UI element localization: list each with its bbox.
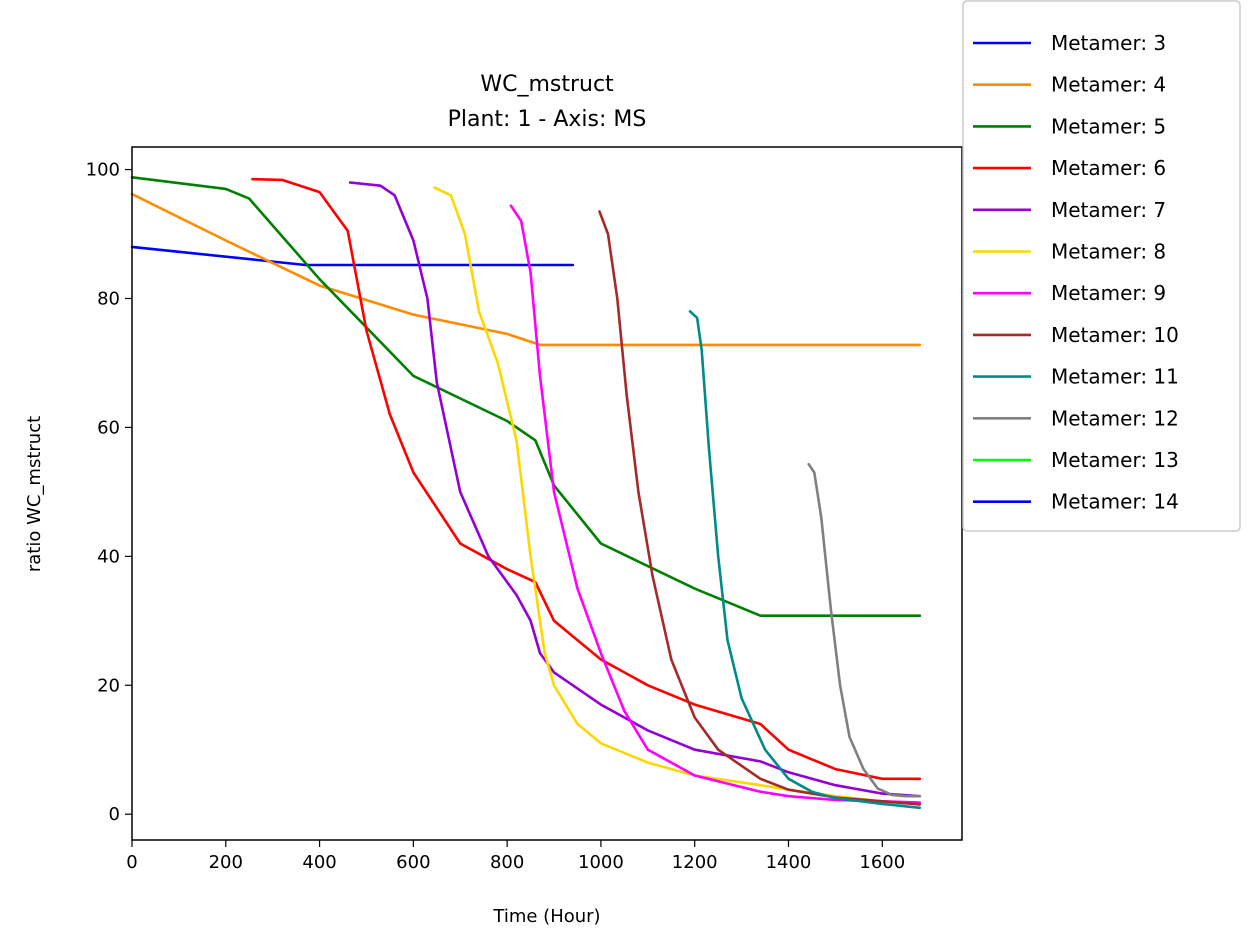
- series-line-metamer-10: [598, 210, 922, 806]
- x-axis-label: Time (Hour): [492, 906, 600, 927]
- plot-frame: [131, 146, 963, 841]
- x-tick-label: 200: [209, 852, 243, 873]
- x-tick-label: 1400: [766, 852, 812, 873]
- legend-label: Metamer: 9: [1051, 281, 1166, 305]
- chart-subtitle: Plant: 1 - Axis: MS: [448, 107, 647, 132]
- legend-label: Metamer: 12: [1051, 406, 1179, 430]
- series-line-metamer-6: [251, 177, 922, 781]
- x-tick-label: 1600: [859, 852, 905, 873]
- series-line-metamer-8: [433, 186, 922, 806]
- legend-label: Metamer: 4: [1051, 73, 1166, 97]
- plot-lines: [130, 176, 922, 810]
- y-axis-label: ratio WC_mstruct: [24, 416, 45, 572]
- legend-label: Metamer: 8: [1051, 240, 1166, 264]
- x-tick-label: 1000: [578, 852, 624, 873]
- legend-label: Metamer: 6: [1051, 156, 1166, 180]
- y-tick-label: 80: [97, 288, 120, 309]
- series-line-metamer-5: [130, 176, 922, 618]
- series-line-metamer-9: [509, 204, 922, 804]
- legend-label: Metamer: 5: [1051, 114, 1166, 138]
- legend-label: Metamer: 11: [1051, 365, 1179, 389]
- series-line-metamer-7: [348, 181, 922, 798]
- chart-title: WC_mstruct: [480, 72, 614, 97]
- legend-label: Metamer: 10: [1051, 323, 1179, 347]
- y-tick-label: 40: [97, 546, 120, 567]
- legend-box: [962, 0, 1241, 532]
- x-tick-label: 1200: [672, 852, 718, 873]
- legend-label: Metamer: 3: [1051, 31, 1166, 55]
- x-tick-label: 400: [302, 852, 336, 873]
- y-tick-label: 0: [109, 804, 120, 825]
- series-line-metamer-4: [130, 192, 922, 347]
- y-tick-label: 20: [97, 675, 120, 696]
- series-line-metamer-11: [688, 310, 922, 810]
- series-line-metamer-12: [807, 462, 922, 798]
- y-tick-label: 60: [97, 417, 120, 438]
- legend-label: Metamer: 14: [1051, 490, 1179, 514]
- legend: Metamer: 3 Metamer: 4 Metamer: 5 Metamer: 6…: [962, 0, 1241, 532]
- legend-label: Metamer: 13: [1051, 448, 1179, 472]
- x-tick-label: 600: [396, 852, 430, 873]
- axis-ticks: 0 200 400 600 800 1000 1200 1400 1600 0 20 40 60 80 10…: [86, 160, 906, 873]
- legend-label: Metamer: 7: [1051, 198, 1166, 222]
- x-tick-label: 800: [490, 852, 524, 873]
- x-tick-label: 0: [126, 852, 137, 873]
- y-tick-label: 100: [86, 160, 120, 181]
